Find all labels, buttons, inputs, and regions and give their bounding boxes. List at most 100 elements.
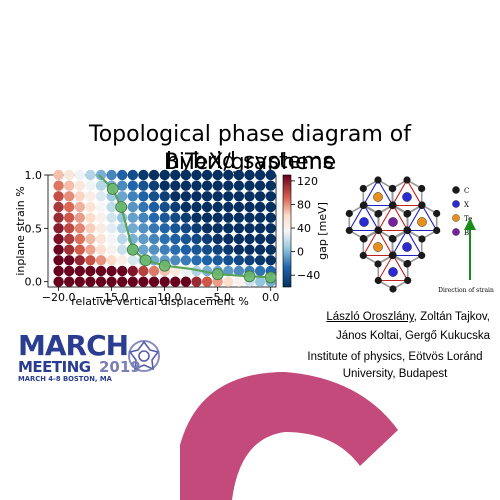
gap-dot [212, 233, 223, 245]
gap-dot [95, 180, 107, 191]
gap-dot [63, 201, 75, 213]
gap-dot [254, 233, 266, 245]
x-tick-label: −15.0 [95, 291, 129, 304]
gap-dot [159, 244, 170, 255]
gap-dot [223, 169, 234, 181]
gap-dot [244, 180, 255, 191]
crystal-structure [345, 176, 441, 293]
gap-dot [212, 244, 223, 255]
gap-dot [53, 233, 64, 245]
gap-dot [53, 212, 64, 223]
gap-dot [148, 180, 160, 191]
carbon-atom [375, 209, 383, 218]
gap-dot [106, 233, 117, 245]
carbon-atom [418, 184, 426, 193]
phase-diagram-plot: −20.0 −15.0 −10.0 −5.0 0.0 0.0 0.5 1.0 relativ… [14, 169, 279, 308]
gap-dot [265, 223, 276, 234]
legend-label: Bi [464, 229, 472, 237]
institute: Institute of physics, Eötvös Loránd Univ… [307, 351, 483, 380]
gap-dot [170, 201, 181, 213]
gap-dot [138, 191, 149, 202]
gap-dot [201, 223, 213, 234]
inner-atom [388, 267, 398, 277]
gap-dot [95, 244, 107, 255]
gap-dot [191, 169, 202, 181]
carbon-atom [418, 235, 426, 243]
gap-dot [53, 255, 64, 266]
gap-dot [117, 169, 128, 181]
gap-dots [53, 169, 276, 287]
gap-dot [95, 276, 107, 287]
inner-atom [373, 242, 383, 252]
strain-arrow-label: Direction of strain [438, 287, 494, 294]
gap-dot [63, 244, 75, 255]
gap-dot [85, 233, 96, 245]
x-tick-label: −10.0 [148, 291, 182, 304]
gap-dot [148, 244, 160, 255]
gap-dot [191, 255, 202, 266]
gap-dot [138, 180, 149, 191]
gap-dot [138, 233, 149, 245]
gap-dot [180, 201, 192, 213]
legend-swatch [452, 228, 460, 236]
gap-dot [127, 255, 138, 266]
gap-dot [254, 180, 266, 191]
gap-dot [53, 201, 64, 213]
gap-dot [265, 169, 276, 181]
gap-dot [53, 191, 64, 202]
gap-dot [74, 180, 86, 191]
gap-dot [159, 180, 170, 191]
gap-dot [170, 244, 181, 255]
gap-dot [254, 169, 266, 181]
gap-dot [244, 223, 255, 234]
x-axis-label: relative vertical displacement % [71, 295, 249, 308]
gap-dot [106, 244, 117, 255]
y-axis-label: inplane strain % [14, 186, 27, 275]
gap-dot [159, 191, 170, 202]
carbon-atom [374, 260, 382, 268]
authors-line-2: János Koltai, Gergő Kukucska [335, 330, 490, 342]
colorbar-tick-label: −40 [297, 269, 320, 282]
gap-dot [74, 265, 86, 277]
bond-triangle [348, 203, 380, 232]
gap-dot [138, 276, 149, 287]
gap-dot [170, 169, 181, 181]
boundary-line [98, 174, 271, 279]
carbon-atom [403, 226, 411, 234]
carbon-atom [389, 251, 397, 259]
legend-label: X [464, 201, 469, 209]
inner-atom [417, 217, 427, 227]
gap-dot [223, 233, 234, 245]
gap-dot [201, 201, 213, 213]
gap-dot [106, 223, 117, 234]
gap-dot [74, 212, 86, 223]
gap-dot [63, 169, 75, 181]
gap-dot [180, 191, 192, 202]
gap-dot [148, 223, 160, 234]
carbon-atom [359, 184, 367, 193]
gap-dot [244, 255, 255, 266]
gap-dot [53, 244, 64, 255]
boundary-marker [106, 182, 119, 195]
carbon-atom [389, 285, 397, 293]
y-tick-label: 1.0 [25, 169, 43, 182]
bond-triangle [391, 228, 423, 257]
gap-dot [265, 180, 276, 191]
gap-dot [63, 212, 75, 223]
carbon-atom [360, 201, 368, 209]
gap-dot [53, 169, 64, 181]
gap-dot [212, 191, 223, 202]
bond-triangle [391, 178, 423, 207]
gap-dot [127, 169, 138, 181]
gap-dot [201, 191, 213, 202]
carbon-atom [418, 251, 426, 260]
march-word: MARCH [18, 329, 129, 362]
gap-dot [159, 276, 170, 287]
x-tick-label: −20.0 [42, 291, 76, 304]
colorbar-tick-label: 40 [297, 222, 311, 235]
gap-dot [244, 233, 255, 245]
gap-dot [148, 276, 160, 287]
gap-dot [63, 180, 75, 191]
structure-legend: CX Te Bi [452, 186, 472, 237]
y-ticks: 0.0 0.5 1.0 [25, 169, 48, 289]
